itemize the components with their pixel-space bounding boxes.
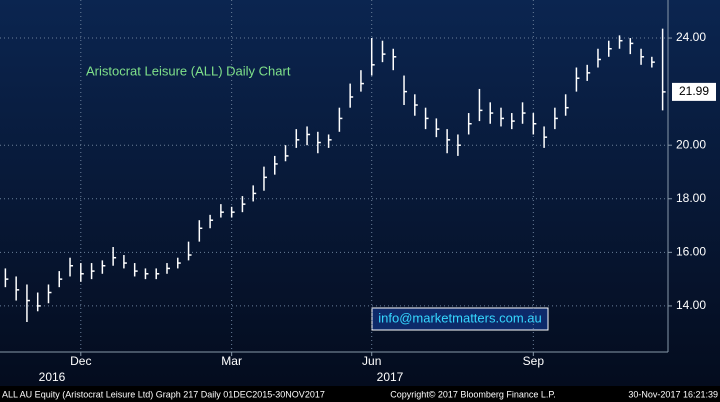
y-tick-label: 14.00 [676,298,706,312]
last-price-label: 21.99 [679,84,709,98]
y-tick-label: 16.00 [676,245,706,259]
x-tick-label: Dec [70,354,91,368]
chart-title: Aristocrat Leisure (ALL) Daily Chart [86,63,291,78]
y-tick-label: 20.00 [676,137,706,151]
year-label: 2016 [39,370,66,384]
x-tick-label: Sep [523,354,545,368]
x-tick-label: Jun [362,354,381,368]
footer-right: 30-Nov-2017 16:21:39 [628,389,718,399]
year-label: 2017 [377,370,404,384]
footer-center: Copyright© 2017 Bloomberg Finance L.P. [390,389,556,399]
y-tick-label: 18.00 [676,191,706,205]
last-price-box [672,82,716,101]
y-tick-label: 24.00 [676,30,706,44]
x-tick-label: Mar [221,354,242,368]
annotation: info@marketmatters.com.au [378,310,541,325]
background [0,0,720,386]
annotation-box [371,307,549,331]
footer-left: ALL AU Equity (Aristocrat Leisure Ltd) G… [2,389,325,399]
